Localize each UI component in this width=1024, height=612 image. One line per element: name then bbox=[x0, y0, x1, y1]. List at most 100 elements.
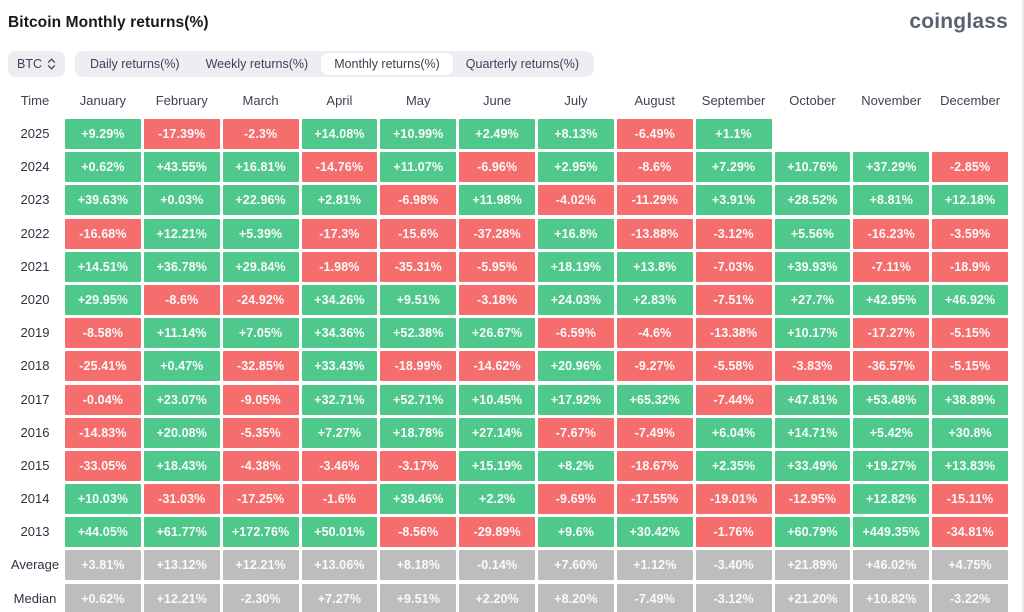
column-header-october: October bbox=[789, 93, 836, 108]
return-cell: +0.47% bbox=[143, 351, 220, 382]
return-cell: -2.30% bbox=[222, 583, 299, 612]
return-cell: +22.96% bbox=[222, 185, 299, 216]
return-cell: +8.13% bbox=[538, 119, 614, 149]
return-cell: -32.85% bbox=[222, 351, 299, 382]
table-row-2019: 2019 -8.58% +11.14% +7.05% +34.36% +52.38% +26… bbox=[8, 318, 1008, 349]
return-cell: -17.3% bbox=[301, 218, 378, 249]
return-cell: +10.03% bbox=[65, 484, 141, 515]
return-cell: -0.04% bbox=[65, 384, 141, 415]
table-body: 2025 +9.29% -17.39% -2.3% +14.08% +10.99% +2.4… bbox=[8, 119, 1008, 612]
return-cell: -3.83% bbox=[774, 351, 851, 382]
return-cell: -7.44% bbox=[695, 384, 772, 415]
return-cell: +9.6% bbox=[538, 517, 614, 548]
table-row-2017: 2017 -0.04% +23.07% -9.05% +32.71% +52.71% +10… bbox=[8, 384, 1008, 415]
table-row-2013: 2013 +44.05% +61.77% +172.76% +50.01% -8.56% -… bbox=[8, 517, 1008, 548]
return-cell: +28.52% bbox=[774, 185, 851, 216]
page-title: Bitcoin Monthly returns(%) bbox=[8, 14, 209, 31]
tab-weekly-returns[interactable]: Weekly returns(%) bbox=[205, 57, 309, 71]
table-row-2020: 2020 +29.95% -8.6% -24.92% +34.26% +9.51% -3.1… bbox=[8, 284, 1008, 315]
return-cell: -6.98% bbox=[380, 185, 457, 216]
return-cell: -4.38% bbox=[222, 450, 299, 481]
return-cell: -34.81% bbox=[932, 517, 1008, 548]
return-cell: +2.35% bbox=[695, 450, 772, 481]
return-cell: -8.6% bbox=[143, 284, 220, 315]
row-label: 2022 bbox=[20, 225, 50, 241]
column-header-march: March bbox=[242, 93, 279, 108]
return-cell: +1.12% bbox=[616, 550, 693, 581]
return-cell: -8.58% bbox=[65, 318, 141, 349]
return-cell: +34.36% bbox=[301, 318, 378, 349]
return-cell: -7.03% bbox=[695, 251, 772, 282]
return-cell: -14.76% bbox=[301, 152, 378, 183]
return-cell: -7.49% bbox=[616, 417, 693, 448]
return-cell: +2.83% bbox=[616, 284, 693, 315]
return-cell: +449.35% bbox=[853, 517, 930, 548]
symbol-select-value: BTC bbox=[17, 57, 42, 71]
return-cell: +27.14% bbox=[459, 417, 535, 448]
return-cell: -17.55% bbox=[616, 484, 693, 515]
return-cell: -3.46% bbox=[301, 450, 378, 481]
return-cell: +12.21% bbox=[143, 218, 220, 249]
return-cell: +10.76% bbox=[774, 152, 851, 183]
return-cell: +9.29% bbox=[65, 119, 141, 149]
return-cell: -8.56% bbox=[380, 517, 457, 548]
return-cell: -16.23% bbox=[853, 218, 930, 249]
tab-daily-returns[interactable]: Daily returns(%) bbox=[90, 57, 180, 71]
return-cell: -7.49% bbox=[616, 583, 693, 612]
return-cell: +52.38% bbox=[380, 318, 457, 349]
return-cell: +27.7% bbox=[774, 284, 851, 315]
return-cell: -7.67% bbox=[538, 417, 614, 448]
return-cell: +2.2% bbox=[459, 484, 535, 515]
column-header-june: June bbox=[482, 93, 512, 108]
return-cell: +52.71% bbox=[380, 384, 457, 415]
returns-table: Time January February March April May June Jul… bbox=[8, 91, 1008, 612]
return-cell: -3.12% bbox=[695, 218, 772, 249]
return-cell: +42.95% bbox=[853, 284, 930, 315]
return-cell: -1.76% bbox=[695, 517, 772, 548]
return-cell: -19.01% bbox=[695, 484, 772, 515]
return-cell: +5.56% bbox=[774, 218, 851, 249]
return-cell: +5.39% bbox=[222, 218, 299, 249]
return-cell: +8.20% bbox=[538, 583, 614, 612]
symbol-select[interactable]: BTC bbox=[8, 51, 65, 77]
return-cell: +0.62% bbox=[65, 152, 141, 183]
table-row-2021: 2021 +14.51% +36.78% +29.84% -1.98% -35.31% -5… bbox=[8, 251, 1008, 282]
return-cell: +34.26% bbox=[301, 284, 378, 315]
return-cell: +23.07% bbox=[143, 384, 220, 415]
return-cell bbox=[932, 119, 1008, 149]
return-cell: +32.71% bbox=[301, 384, 378, 415]
return-cell: +53.48% bbox=[853, 384, 930, 415]
return-cell: +8.18% bbox=[380, 550, 457, 581]
return-cell: +13.06% bbox=[301, 550, 378, 581]
return-cell: +39.46% bbox=[380, 484, 457, 515]
return-cell: +37.29% bbox=[853, 152, 930, 183]
return-cell: +29.95% bbox=[65, 284, 141, 315]
table-header-row: Time January February March April May June Jul… bbox=[8, 91, 1008, 111]
return-cell: -3.59% bbox=[932, 218, 1008, 249]
return-cell: -5.15% bbox=[932, 318, 1008, 349]
return-cell: +21.20% bbox=[774, 583, 851, 612]
table-row-average: Average +3.81% +13.12% +12.21% +13.06% +8.18%… bbox=[8, 550, 1008, 581]
return-cell: +39.93% bbox=[774, 251, 851, 282]
return-cell: -8.6% bbox=[616, 152, 693, 183]
tab-group: Daily returns(%) Weekly returns(%) Monthly… bbox=[75, 51, 595, 77]
top-bar: Bitcoin Monthly returns(%) coinglass bbox=[8, 10, 1008, 34]
return-cell: -13.88% bbox=[616, 218, 693, 249]
return-cell: +43.55% bbox=[143, 152, 220, 183]
return-cell: -18.67% bbox=[616, 450, 693, 481]
return-cell: +7.29% bbox=[695, 152, 772, 183]
return-cell: +46.02% bbox=[853, 550, 930, 581]
tab-quarterly-returns[interactable]: Quarterly returns(%) bbox=[465, 57, 580, 71]
tab-monthly-returns[interactable]: Monthly returns(%) bbox=[321, 53, 453, 75]
return-cell: -17.27% bbox=[853, 318, 930, 349]
return-cell: +7.27% bbox=[301, 583, 378, 612]
return-cell: +172.76% bbox=[222, 517, 299, 548]
return-cell: -5.95% bbox=[459, 251, 535, 282]
return-cell: -2.3% bbox=[222, 119, 299, 149]
table-row-median: Median +0.62% +12.21% -2.30% +7.27% +9.51% +2.… bbox=[8, 583, 1008, 612]
return-cell: +10.82% bbox=[853, 583, 930, 612]
return-cell: -9.27% bbox=[616, 351, 693, 382]
return-cell: +0.03% bbox=[143, 185, 220, 216]
return-cell: -12.95% bbox=[774, 484, 851, 515]
scrollbar[interactable] bbox=[1022, 0, 1024, 612]
